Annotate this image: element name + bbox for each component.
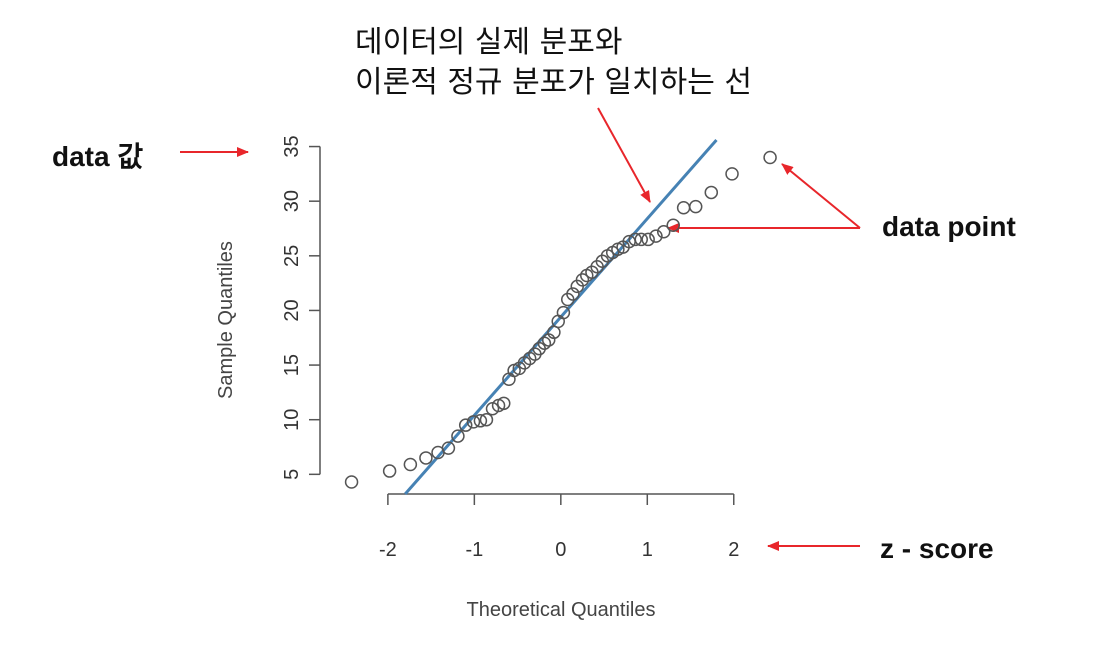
data-point — [704, 185, 719, 200]
x-tick-label: 0 — [555, 539, 566, 561]
y-tick-label: 15 — [281, 354, 303, 376]
y-tick-label: 30 — [281, 190, 303, 212]
data-point — [441, 441, 456, 455]
data-point — [479, 412, 494, 427]
data-point — [556, 305, 571, 320]
x-tick-label: 1 — [642, 539, 653, 561]
annotation: data point — [882, 211, 1016, 242]
data-point — [403, 457, 418, 472]
x-axis-label: Theoretical Quantiles — [467, 599, 656, 621]
data-point — [473, 414, 488, 428]
reference-line — [404, 139, 718, 495]
y-axis-label: Sample Quantiles — [215, 241, 237, 399]
data-point — [466, 415, 481, 429]
data-point — [634, 232, 648, 247]
data-point — [382, 464, 397, 478]
data-point — [763, 150, 777, 165]
arrow — [597, 107, 651, 203]
data-point — [575, 273, 590, 287]
annotation: data 값 — [52, 141, 143, 172]
arrow — [781, 163, 861, 229]
data-point — [537, 336, 552, 350]
data-point — [688, 199, 703, 214]
data-point — [649, 229, 663, 243]
data-point — [451, 429, 465, 443]
annotation: 데이터의 실제 분포와 — [355, 25, 622, 60]
data-point — [656, 225, 671, 239]
x-tick-label: -1 — [465, 539, 483, 561]
data-point — [458, 418, 473, 432]
data-point — [419, 451, 433, 465]
y-tick-label: 5 — [281, 469, 303, 480]
y-tick-label: 20 — [281, 299, 303, 321]
data-point — [628, 232, 642, 247]
y-tick-label: 25 — [281, 245, 303, 267]
annotation: z - score — [880, 533, 994, 564]
data-point — [497, 396, 511, 411]
data-point — [666, 218, 680, 232]
x-tick-label: -2 — [379, 539, 397, 561]
x-tick-label: 2 — [728, 539, 739, 561]
y-tick-label: 10 — [281, 409, 303, 431]
y-tick-label: 35 — [281, 135, 303, 157]
data-point — [566, 287, 580, 301]
data-point — [676, 200, 691, 215]
data-point — [641, 232, 655, 247]
annotation: 이론적 정규 분포가 일치하는 선 — [355, 65, 752, 100]
data-point — [344, 475, 359, 489]
data-point — [725, 167, 739, 181]
